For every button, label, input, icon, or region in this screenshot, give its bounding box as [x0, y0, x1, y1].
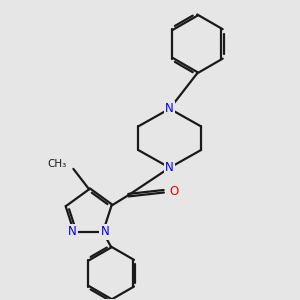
- Text: O: O: [169, 185, 178, 198]
- Text: CH₃: CH₃: [47, 159, 66, 169]
- Text: N: N: [68, 225, 76, 239]
- Text: N: N: [165, 102, 174, 115]
- Text: N: N: [165, 161, 174, 174]
- Text: N: N: [100, 225, 109, 239]
